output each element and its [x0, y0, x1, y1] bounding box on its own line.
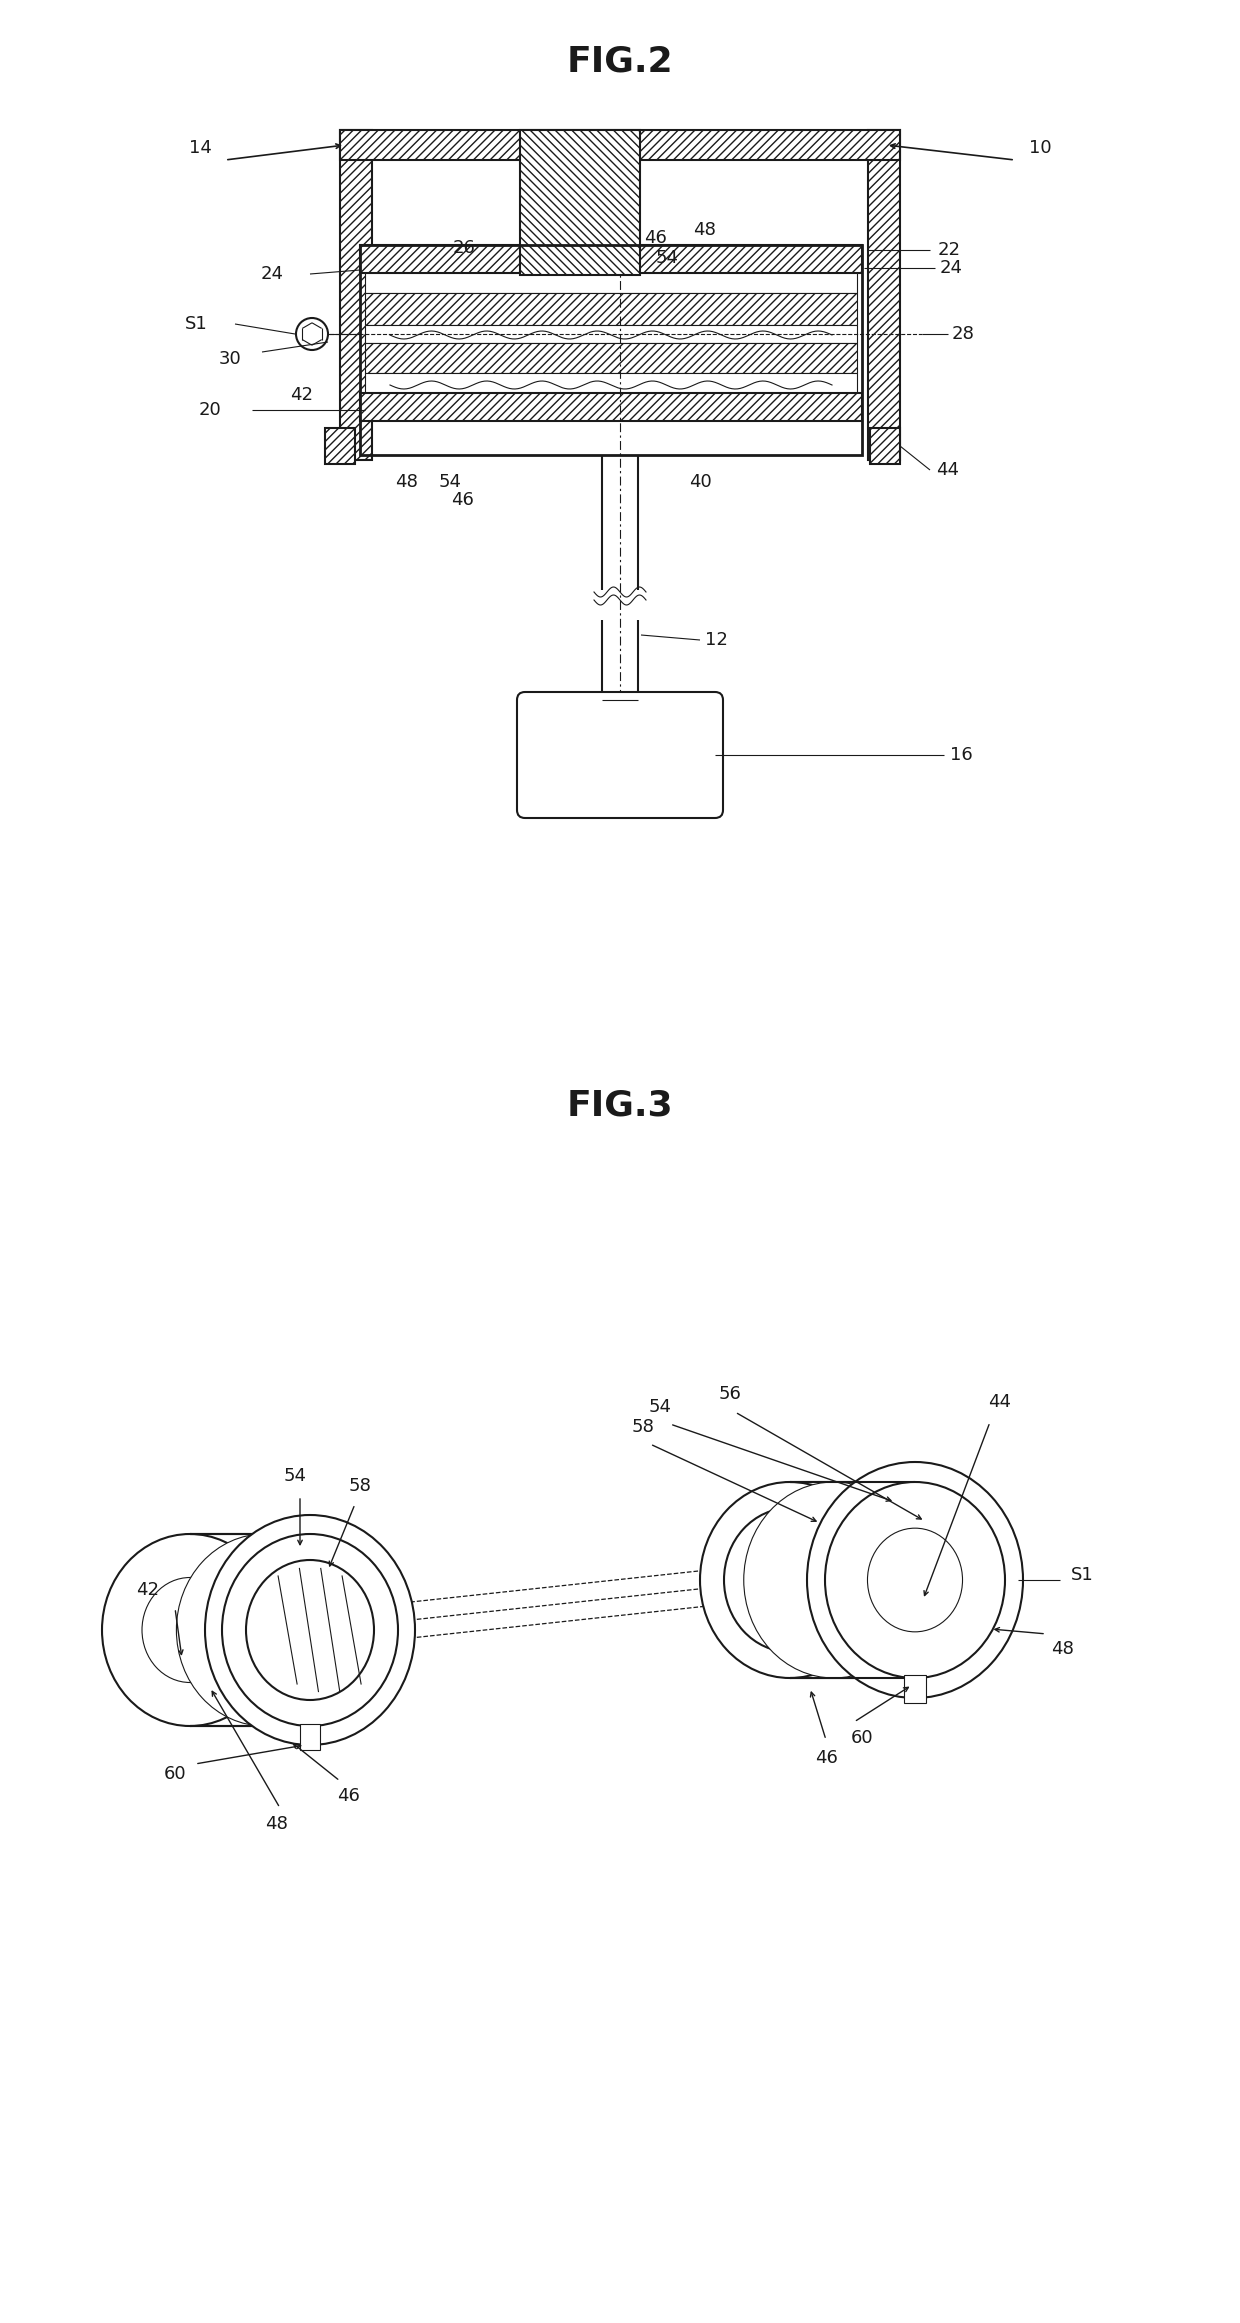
Ellipse shape [807, 1461, 1023, 1698]
Bar [360, 244, 862, 274]
Text: 58: 58 [631, 1417, 655, 1436]
Text: 48: 48 [693, 221, 715, 239]
Text: 54: 54 [656, 249, 680, 267]
Polygon shape [904, 1675, 926, 1703]
Text: 40: 40 [688, 474, 712, 490]
Ellipse shape [222, 1533, 398, 1726]
Circle shape [296, 318, 329, 351]
Text: 56: 56 [718, 1385, 742, 1403]
Text: 44: 44 [936, 460, 959, 479]
Text: 58: 58 [348, 1477, 372, 1496]
Bar [325, 427, 355, 465]
Text: 60: 60 [164, 1765, 186, 1784]
Bar [868, 130, 900, 460]
Bar [365, 374, 857, 393]
Text: 48: 48 [1050, 1640, 1074, 1659]
Text: 54: 54 [284, 1468, 306, 1484]
Bar [360, 244, 862, 455]
Text: S1: S1 [1070, 1566, 1094, 1584]
Text: 46: 46 [644, 230, 667, 246]
Text: 42: 42 [136, 1582, 160, 1598]
Ellipse shape [205, 1515, 415, 1745]
Bar [365, 293, 857, 325]
Text: 24: 24 [940, 258, 963, 276]
Text: S1: S1 [185, 316, 207, 332]
Ellipse shape [724, 1508, 856, 1652]
Text: 24: 24 [260, 265, 284, 283]
Bar [365, 344, 857, 374]
Text: 54: 54 [439, 474, 461, 490]
Text: 28: 28 [952, 325, 975, 344]
Polygon shape [300, 1724, 320, 1749]
Text: 22: 22 [937, 242, 961, 258]
Bar [365, 325, 857, 344]
Text: 42: 42 [290, 386, 314, 404]
Bar [340, 130, 372, 460]
Ellipse shape [744, 1482, 924, 1677]
Text: 14: 14 [188, 139, 212, 158]
Text: 60: 60 [851, 1728, 873, 1747]
Text: 48: 48 [394, 474, 418, 490]
Text: 54: 54 [649, 1398, 672, 1417]
Ellipse shape [825, 1482, 1004, 1677]
Text: 20: 20 [198, 402, 222, 418]
Ellipse shape [102, 1533, 278, 1726]
FancyBboxPatch shape [517, 692, 723, 818]
Ellipse shape [176, 1533, 352, 1726]
Bar [365, 274, 857, 293]
Text: 46: 46 [336, 1786, 360, 1805]
Text: FIG.2: FIG.2 [567, 44, 673, 79]
Ellipse shape [868, 1529, 962, 1631]
Text: 10: 10 [1029, 139, 1052, 158]
Text: 16: 16 [950, 746, 972, 764]
Text: 12: 12 [706, 632, 728, 648]
Ellipse shape [246, 1561, 374, 1700]
Ellipse shape [701, 1482, 880, 1677]
Text: 44: 44 [988, 1394, 1012, 1410]
Bar [360, 393, 862, 420]
Bar [870, 427, 900, 465]
Text: 46: 46 [450, 490, 474, 509]
Text: 46: 46 [815, 1749, 837, 1768]
Text: FIG.3: FIG.3 [567, 1087, 673, 1122]
Bar [340, 130, 900, 160]
Bar [520, 130, 640, 274]
Text: 48: 48 [264, 1814, 288, 1833]
Ellipse shape [143, 1577, 238, 1682]
Text: 30: 30 [218, 351, 242, 367]
Text: 26: 26 [453, 239, 476, 258]
